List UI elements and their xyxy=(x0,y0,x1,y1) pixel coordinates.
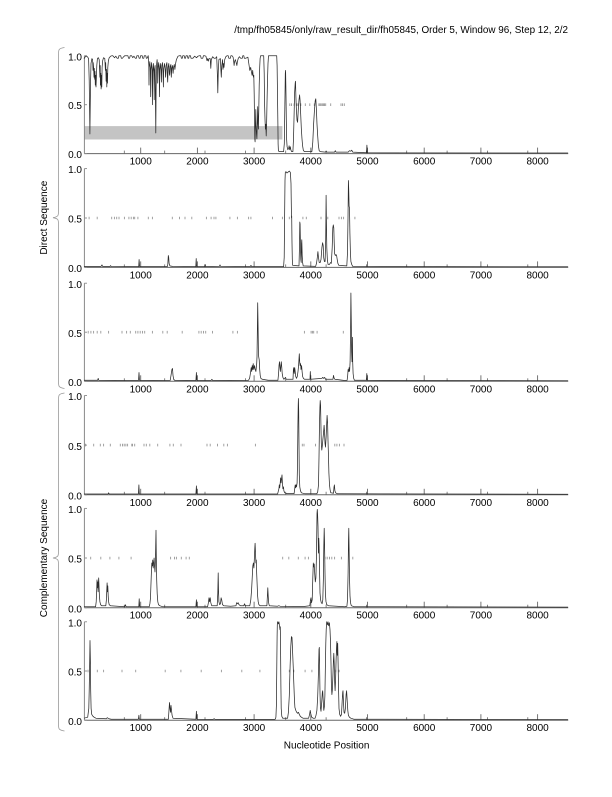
svg-text:0.5: 0.5 xyxy=(68,668,82,679)
svg-text:0.5: 0.5 xyxy=(68,442,82,453)
svg-text:6000: 6000 xyxy=(413,498,436,509)
svg-text:6000: 6000 xyxy=(413,611,436,622)
svg-text:1.0: 1.0 xyxy=(68,280,82,291)
svg-text:Complementary Sequence: Complementary Sequence xyxy=(39,498,50,617)
svg-text:7000: 7000 xyxy=(470,611,493,622)
svg-text:8000: 8000 xyxy=(526,270,549,281)
svg-text:1.0: 1.0 xyxy=(68,505,82,516)
svg-text:3000: 3000 xyxy=(243,270,266,281)
svg-text:5000: 5000 xyxy=(356,270,379,281)
svg-text:5000: 5000 xyxy=(356,498,379,509)
svg-text:8000: 8000 xyxy=(526,723,549,734)
svg-text:0.5: 0.5 xyxy=(68,555,82,566)
svg-text:0.0: 0.0 xyxy=(68,378,82,389)
svg-text:2000: 2000 xyxy=(186,270,209,281)
svg-text:4000: 4000 xyxy=(300,498,323,509)
svg-text:0.0: 0.0 xyxy=(68,717,82,728)
svg-text:0.5: 0.5 xyxy=(68,329,82,340)
svg-text:8000: 8000 xyxy=(526,498,549,509)
svg-text:0.0: 0.0 xyxy=(68,491,82,502)
svg-text:1000: 1000 xyxy=(130,611,153,622)
svg-text:2000: 2000 xyxy=(186,384,209,395)
svg-text:4000: 4000 xyxy=(300,611,323,622)
svg-text:2000: 2000 xyxy=(186,498,209,509)
svg-text:7000: 7000 xyxy=(470,723,493,734)
svg-text:7000: 7000 xyxy=(470,157,493,168)
svg-text:6000: 6000 xyxy=(413,384,436,395)
svg-text:/tmp/fh05845/only/raw_result_d: /tmp/fh05845/only/raw_result_dir/fh05845… xyxy=(234,25,568,36)
svg-text:1.0: 1.0 xyxy=(68,52,82,63)
svg-text:4000: 4000 xyxy=(300,157,323,168)
svg-text:6000: 6000 xyxy=(413,157,436,168)
svg-text:5000: 5000 xyxy=(356,611,379,622)
svg-text:7000: 7000 xyxy=(470,270,493,281)
svg-text:5000: 5000 xyxy=(356,384,379,395)
svg-text:4000: 4000 xyxy=(300,384,323,395)
svg-text:Direct Sequence: Direct Sequence xyxy=(39,180,50,254)
svg-text:3000: 3000 xyxy=(243,723,266,734)
svg-text:0.5: 0.5 xyxy=(68,215,82,226)
svg-text:3000: 3000 xyxy=(243,611,266,622)
svg-text:3000: 3000 xyxy=(243,384,266,395)
svg-text:0.0: 0.0 xyxy=(68,150,82,161)
svg-text:1.0: 1.0 xyxy=(68,618,82,629)
svg-text:1.0: 1.0 xyxy=(68,392,82,403)
svg-text:0.0: 0.0 xyxy=(68,604,82,615)
svg-text:8000: 8000 xyxy=(526,611,549,622)
svg-text:5000: 5000 xyxy=(356,723,379,734)
svg-text:4000: 4000 xyxy=(300,723,323,734)
svg-text:5000: 5000 xyxy=(356,157,379,168)
svg-text:1000: 1000 xyxy=(130,498,153,509)
svg-text:0.5: 0.5 xyxy=(68,101,82,112)
svg-text:7000: 7000 xyxy=(470,498,493,509)
svg-text:1000: 1000 xyxy=(130,723,153,734)
svg-text:2000: 2000 xyxy=(186,611,209,622)
svg-text:4000: 4000 xyxy=(300,270,323,281)
svg-text:Nucleotide Position: Nucleotide Position xyxy=(284,741,370,752)
svg-text:2000: 2000 xyxy=(186,157,209,168)
svg-text:2000: 2000 xyxy=(186,723,209,734)
svg-text:3000: 3000 xyxy=(243,157,266,168)
svg-text:6000: 6000 xyxy=(413,270,436,281)
svg-text:7000: 7000 xyxy=(470,384,493,395)
svg-text:1000: 1000 xyxy=(130,270,153,281)
svg-text:1000: 1000 xyxy=(130,157,153,168)
svg-text:1.0: 1.0 xyxy=(68,165,82,176)
svg-text:0.0: 0.0 xyxy=(68,264,82,275)
svg-text:3000: 3000 xyxy=(243,498,266,509)
svg-text:1000: 1000 xyxy=(130,384,153,395)
svg-text:8000: 8000 xyxy=(526,384,549,395)
svg-text:6000: 6000 xyxy=(413,723,436,734)
svg-text:8000: 8000 xyxy=(526,157,549,168)
